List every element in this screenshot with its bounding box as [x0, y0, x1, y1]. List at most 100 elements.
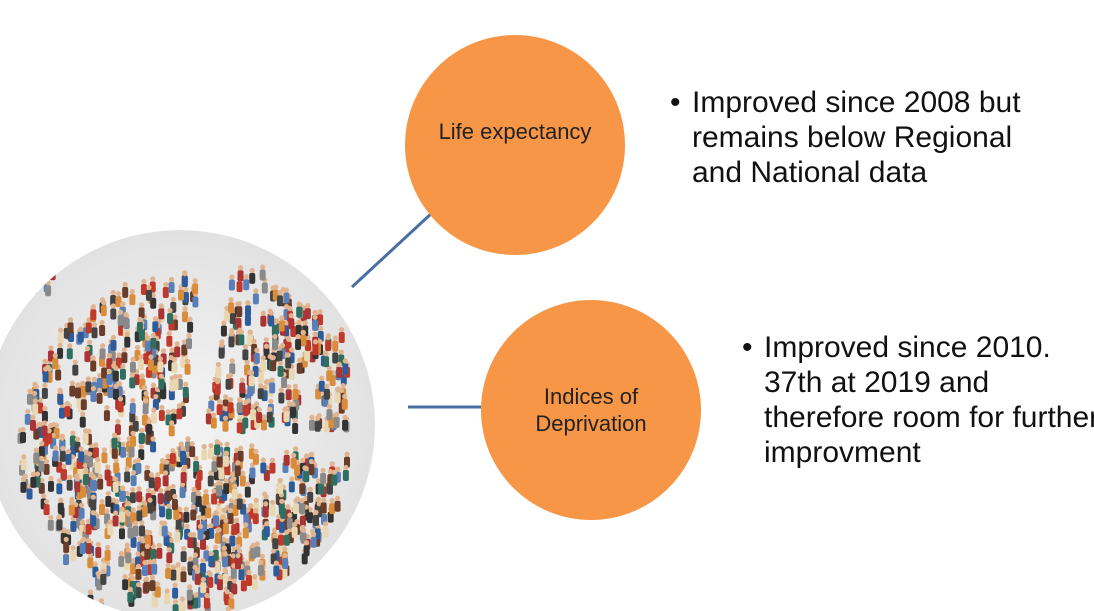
person-head	[143, 390, 149, 397]
person-head	[113, 498, 119, 505]
bullet-text: Improved since 2010. 37th at 2019 and th…	[742, 330, 1094, 470]
person-body	[52, 358, 59, 370]
person-body	[100, 573, 107, 585]
person-head	[70, 430, 76, 436]
person-body	[296, 362, 303, 374]
person-body	[57, 332, 64, 344]
person-body	[199, 538, 206, 550]
person-head	[65, 529, 71, 535]
person-body	[183, 511, 190, 523]
person-head	[201, 444, 207, 450]
person-body	[32, 403, 39, 415]
person-body	[175, 567, 182, 579]
person-body	[285, 357, 292, 369]
person-head	[183, 506, 189, 512]
person-head	[135, 551, 141, 557]
person-body	[47, 480, 54, 492]
person-body	[199, 562, 206, 574]
person-head	[245, 300, 251, 306]
person-head	[113, 383, 119, 389]
person-body	[295, 324, 302, 336]
person-head	[219, 342, 225, 348]
person-body	[278, 320, 285, 332]
person-body	[317, 483, 324, 495]
person-head	[243, 399, 249, 405]
person-body	[214, 444, 221, 456]
person-head	[303, 453, 310, 459]
person-head	[238, 329, 244, 335]
person-body	[38, 460, 45, 472]
person-head	[322, 521, 329, 527]
person-head	[20, 426, 26, 433]
person-head	[30, 414, 36, 420]
person-head	[253, 508, 259, 514]
person-head	[83, 468, 89, 475]
person-body	[271, 325, 278, 337]
person-body	[104, 549, 111, 561]
person-head	[78, 326, 84, 332]
person-head	[78, 502, 85, 508]
person-body	[333, 416, 340, 428]
person-body	[234, 558, 241, 570]
person-head	[279, 498, 285, 504]
person-body	[259, 269, 266, 281]
person-head	[120, 441, 126, 447]
person-body	[124, 471, 131, 483]
person-body	[263, 526, 270, 538]
person-body	[214, 532, 221, 544]
person-head	[287, 512, 293, 518]
person-body	[222, 573, 229, 585]
person-body	[211, 461, 218, 473]
person-body	[285, 389, 292, 401]
person-body	[212, 515, 219, 527]
person-head	[145, 530, 151, 536]
person-head	[222, 551, 228, 557]
person-head	[168, 276, 175, 283]
person-body	[130, 435, 137, 447]
person-head	[215, 361, 221, 368]
person-head	[32, 390, 38, 397]
person-body	[187, 561, 194, 573]
person-body	[157, 493, 164, 505]
person-body	[87, 594, 94, 606]
person-head	[191, 486, 197, 492]
person-body	[43, 504, 50, 516]
person-head	[222, 568, 229, 574]
person-body	[253, 352, 260, 364]
person-body	[268, 315, 275, 327]
person-head	[38, 455, 45, 461]
person-head	[208, 443, 214, 449]
person-body	[147, 359, 154, 371]
person-head	[258, 383, 264, 389]
person-head	[315, 415, 321, 421]
person-body	[163, 534, 170, 546]
person-head	[130, 487, 136, 493]
person-head	[243, 522, 249, 528]
person-head	[221, 545, 227, 551]
person-body	[127, 591, 134, 603]
person-head	[169, 420, 175, 426]
person-head	[284, 449, 290, 455]
person-body	[67, 322, 74, 334]
person-body	[310, 536, 317, 548]
person-head	[166, 547, 172, 553]
person-head	[220, 536, 227, 542]
person-body	[49, 269, 56, 281]
person-body	[90, 309, 97, 321]
person-head	[297, 357, 303, 363]
person-body	[327, 511, 334, 523]
person-head	[307, 486, 313, 492]
person-body	[196, 469, 203, 481]
person-body	[272, 538, 279, 550]
person-head	[312, 339, 319, 345]
person-body	[252, 293, 259, 305]
person-head	[277, 477, 283, 484]
person-head	[196, 490, 202, 497]
person-body	[320, 472, 327, 484]
person-body	[180, 551, 187, 563]
person-head	[165, 409, 172, 415]
person-head	[113, 365, 119, 371]
person-head	[124, 331, 130, 337]
person-head	[123, 312, 129, 318]
person-body	[143, 581, 150, 593]
